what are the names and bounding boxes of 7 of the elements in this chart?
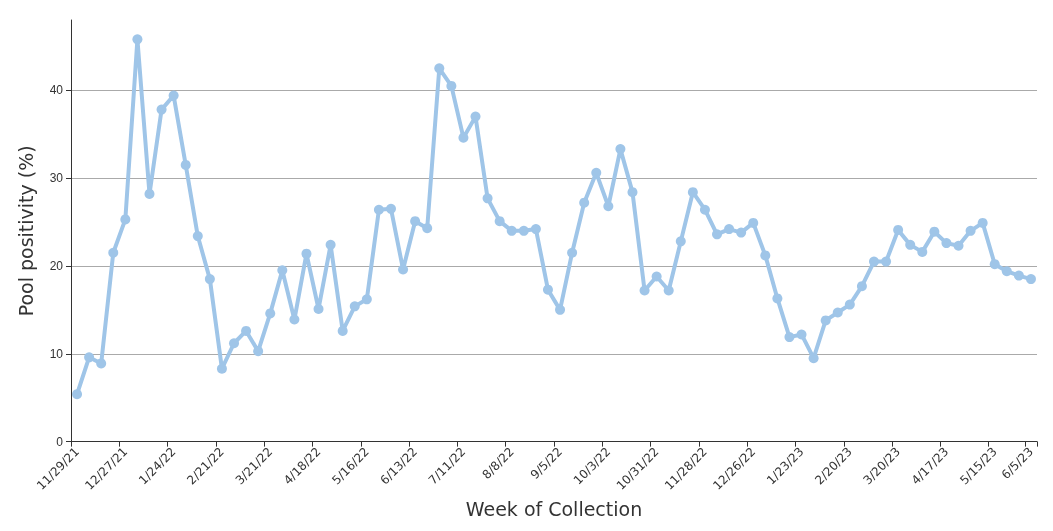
y-tick-label: 10 [49,346,64,361]
y-tick-label: 30 [49,171,64,186]
y-tick-label: 40 [49,83,64,98]
y-tick-label: 0 [56,434,64,449]
x-axis-title: Week of Collection [465,497,643,520]
y-tick-label: 20 [49,258,64,273]
y-axis-title: Pool positivity (%) [14,145,37,317]
